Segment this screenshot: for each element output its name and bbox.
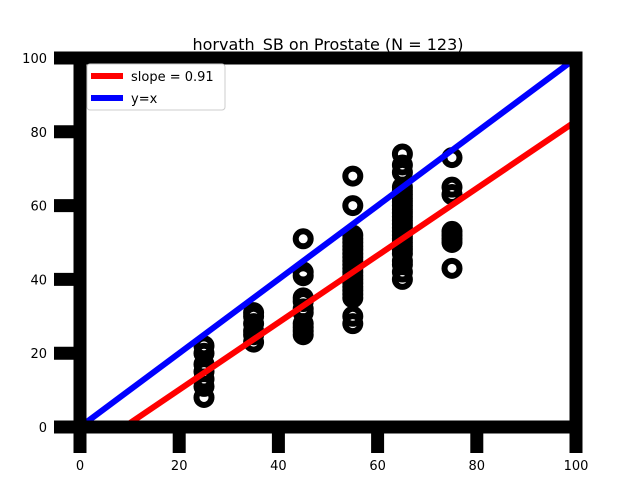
x-tick-label: 60	[369, 459, 386, 474]
legend: slope = 0.91 y=x	[86, 63, 226, 111]
x-tick-label: 80	[469, 459, 486, 474]
x-tick-label: 100	[564, 459, 589, 474]
y-tick-label: 60	[30, 200, 47, 215]
axes-frame	[73, 51, 583, 434]
scatter-point	[391, 261, 413, 283]
x-tick-label: 40	[270, 459, 287, 474]
scatter-point	[243, 302, 265, 324]
axis-ticks: 0 20 40 60 80 100 0 20 40 60 80 100	[22, 51, 589, 474]
scatter-point	[441, 220, 463, 242]
plot-frame	[73, 51, 583, 434]
scatter-point	[193, 361, 215, 383]
y-tick-label: 80	[30, 126, 47, 141]
scatter-point	[342, 313, 364, 335]
scatter-point	[441, 176, 463, 198]
x-tick-label: 20	[171, 459, 188, 474]
scatter-point	[193, 342, 215, 364]
y-tick-label: 20	[30, 347, 47, 362]
scatter-point	[292, 228, 314, 250]
identity-line	[80, 58, 576, 427]
scatter-point	[342, 305, 364, 327]
scatter-point	[243, 313, 265, 335]
scatter-point	[342, 165, 364, 187]
scatter-point	[391, 143, 413, 165]
plot-area	[80, 58, 576, 427]
legend-label: slope = 0.91	[131, 70, 214, 85]
scatter-point	[441, 257, 463, 279]
scatter-point	[342, 195, 364, 217]
y-tick-label: 100	[22, 52, 47, 67]
chart-title: horvath_SB on Prostate (N = 123)	[193, 35, 464, 55]
x-tick-label: 0	[76, 459, 84, 474]
scatter-point	[391, 161, 413, 183]
y-tick-label: 40	[30, 273, 47, 288]
fit-line	[118, 118, 576, 427]
scatter-point	[193, 386, 215, 408]
legend-label: y=x	[131, 92, 158, 107]
scatter-point	[391, 154, 413, 176]
y-tick-label: 0	[39, 421, 47, 436]
plot-clip-group	[80, 58, 576, 427]
